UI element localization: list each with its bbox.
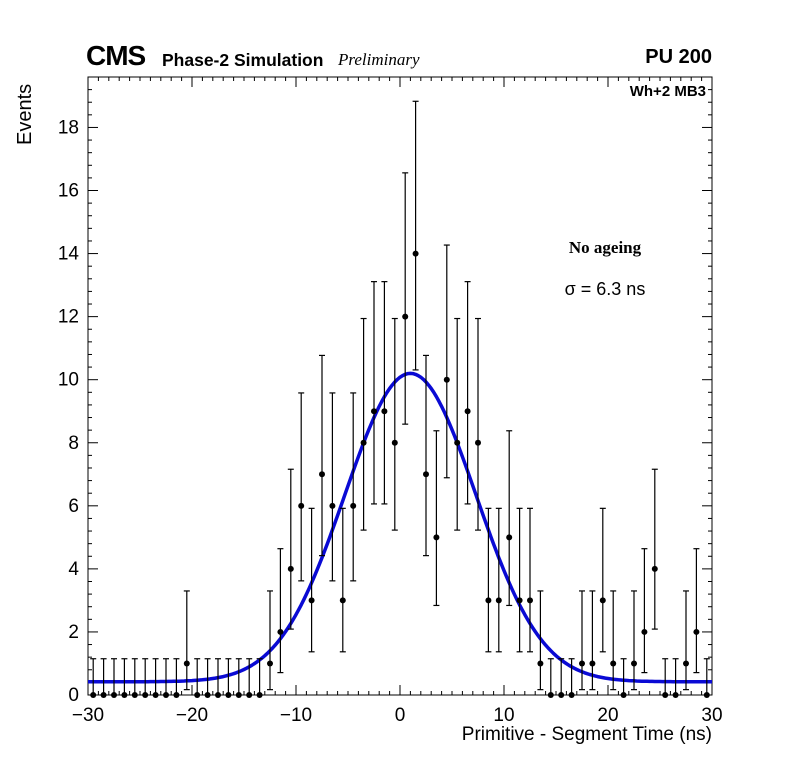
data-point bbox=[142, 692, 149, 698]
x-tick-label: 0 bbox=[395, 705, 406, 726]
data-point bbox=[100, 692, 107, 698]
data-point bbox=[173, 692, 180, 698]
data-point bbox=[506, 534, 513, 541]
data-point bbox=[194, 692, 201, 698]
data-point bbox=[381, 408, 388, 415]
data-point bbox=[672, 692, 679, 698]
data-point bbox=[589, 660, 596, 667]
chamber-label: Wh+2 MB3 bbox=[629, 83, 706, 100]
plot-frame bbox=[87, 76, 713, 696]
y-tick-label: 12 bbox=[58, 307, 79, 328]
header-subtitle: Phase-2 Simulation bbox=[162, 50, 324, 70]
data-point bbox=[225, 692, 232, 698]
data-point bbox=[433, 534, 440, 541]
y-tick-label: 2 bbox=[68, 622, 79, 643]
data-point bbox=[412, 250, 419, 257]
data-point bbox=[620, 692, 627, 698]
data-point bbox=[495, 597, 502, 604]
header-pileup-label: PU 200 bbox=[645, 46, 712, 68]
data-point bbox=[256, 692, 263, 698]
y-tick-label: 6 bbox=[68, 496, 79, 517]
data-point bbox=[547, 692, 554, 698]
data-point bbox=[558, 692, 565, 698]
y-tick-label: 8 bbox=[68, 433, 79, 454]
x-tick-label: −10 bbox=[280, 705, 312, 726]
data-point bbox=[287, 565, 294, 572]
data-point bbox=[163, 692, 169, 698]
annotation-sigma: σ = 6.3 ns bbox=[564, 279, 646, 299]
data-point bbox=[464, 408, 471, 415]
data-point bbox=[454, 439, 461, 446]
header-preliminary: Preliminary bbox=[338, 50, 420, 69]
data-point bbox=[308, 597, 315, 604]
data-point bbox=[423, 471, 429, 478]
data-point bbox=[527, 597, 533, 604]
data-point bbox=[111, 692, 117, 698]
data-point bbox=[339, 597, 346, 604]
data-point bbox=[246, 692, 253, 698]
data-point bbox=[402, 313, 409, 320]
y-tick-label: 18 bbox=[58, 117, 79, 138]
x-tick-label: 30 bbox=[701, 705, 722, 726]
data-point bbox=[631, 660, 637, 667]
y-tick-label: 14 bbox=[58, 244, 80, 265]
y-axis-title: Events bbox=[14, 83, 36, 145]
data-point bbox=[579, 660, 585, 667]
data-point bbox=[131, 692, 138, 698]
data-point bbox=[360, 439, 367, 446]
data-point bbox=[215, 692, 221, 698]
fit-curve bbox=[88, 371, 712, 684]
data-point bbox=[693, 628, 700, 635]
data-point bbox=[391, 439, 398, 446]
data-point bbox=[537, 660, 544, 667]
data-point bbox=[516, 597, 523, 604]
y-tick-label: 0 bbox=[68, 685, 79, 706]
data-point bbox=[329, 502, 336, 509]
data-point bbox=[298, 502, 305, 509]
x-tick-label: 10 bbox=[493, 705, 514, 726]
data-point bbox=[152, 692, 159, 698]
data-point bbox=[371, 408, 377, 415]
data-point bbox=[651, 565, 658, 572]
data-point bbox=[204, 692, 211, 698]
x-tick-label: −20 bbox=[176, 705, 208, 726]
y-tick-label: 4 bbox=[68, 559, 79, 580]
data-point bbox=[475, 439, 481, 446]
x-axis-title: Primitive - Segment Time (ns) bbox=[461, 724, 712, 745]
data-point bbox=[662, 692, 669, 698]
data-point bbox=[599, 597, 606, 604]
data-point bbox=[703, 692, 710, 698]
data-point bbox=[641, 628, 648, 635]
data-point bbox=[485, 597, 492, 604]
x-tick-label: −30 bbox=[72, 705, 104, 726]
y-tick-label: 16 bbox=[58, 181, 79, 202]
data-point bbox=[235, 692, 242, 698]
data-point bbox=[183, 660, 190, 667]
cms-logo-text: CMS bbox=[86, 40, 146, 71]
data-point bbox=[683, 660, 689, 667]
x-tick-label: 20 bbox=[597, 705, 618, 726]
data-point bbox=[90, 692, 97, 698]
data-point bbox=[277, 628, 284, 635]
y-tick-label: 10 bbox=[58, 370, 79, 391]
data-point bbox=[568, 692, 575, 698]
data-point bbox=[350, 502, 357, 509]
data-point bbox=[121, 692, 128, 698]
data-point bbox=[610, 660, 617, 667]
data-point bbox=[267, 660, 273, 667]
data-point bbox=[443, 376, 450, 383]
annotation-ageing: No ageing bbox=[568, 238, 642, 257]
data-point bbox=[319, 471, 325, 478]
